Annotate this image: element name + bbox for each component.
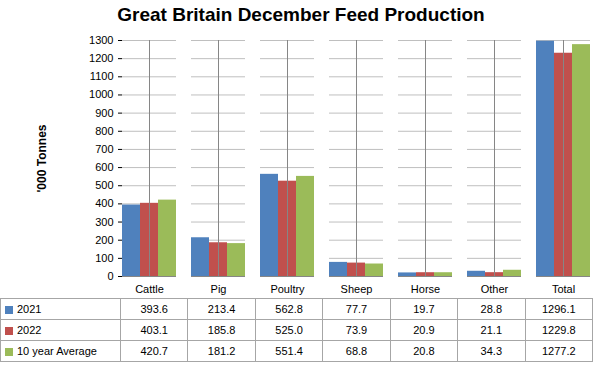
html-text:2022: 2022 <box>17 324 42 336</box>
html-text:181.2: 181.2 <box>207 345 236 357</box>
html-text:73.9: 73.9 <box>345 324 368 336</box>
html-text:1277.2: 1277.2 <box>541 345 576 357</box>
html-text:562.8: 562.8 <box>275 303 303 315</box>
svg-text:Sheep: Sheep <box>341 283 373 295</box>
html-text:393.6: 393.6 <box>140 303 168 315</box>
svg-text:Pig: Pig <box>211 283 227 295</box>
html-text:2021: 2021 <box>17 303 42 315</box>
svg-text:Other: Other <box>481 283 509 295</box>
svg-text:0: 0 <box>107 270 113 282</box>
html-text:185.8: 185.8 <box>207 324 236 336</box>
svg-text:Total: Total <box>552 283 575 295</box>
svg-text:300: 300 <box>95 216 113 228</box>
svg-text:1300: 1300 <box>89 34 113 46</box>
html-text:403.1: 403.1 <box>140 324 168 336</box>
html-text:21.1: 21.1 <box>480 324 502 336</box>
html-text:34.3: 34.3 <box>480 345 502 357</box>
svg-text:Cattle: Cattle <box>135 283 164 295</box>
html-text:Great Britain December Feed Pr: Great Britain December Feed Production <box>117 4 485 25</box>
html-text:1296.1: 1296.1 <box>541 303 576 315</box>
svg-text:200: 200 <box>95 234 113 246</box>
html-text:213.4: 213.4 <box>207 303 236 315</box>
svg-text:100: 100 <box>95 252 113 264</box>
svg-text:500: 500 <box>95 179 113 191</box>
svg-text:700: 700 <box>95 143 113 155</box>
svg-text:400: 400 <box>95 197 113 209</box>
svg-text:1200: 1200 <box>89 52 113 64</box>
html-text:20.8: 20.8 <box>413 345 435 357</box>
svg-text:Horse: Horse <box>411 283 440 295</box>
svg-text:900: 900 <box>95 107 113 119</box>
html-text:10 year Average: 10 year Average <box>17 345 97 357</box>
svg-text:800: 800 <box>95 125 113 137</box>
svg-text:Poultry: Poultry <box>270 283 305 295</box>
html-text:28.8: 28.8 <box>480 303 502 315</box>
svg-text:1000: 1000 <box>89 88 113 100</box>
svg-text:1100: 1100 <box>90 70 114 82</box>
html-text:551.4: 551.4 <box>275 345 303 357</box>
html-text:19.7: 19.7 <box>413 303 435 315</box>
html-text:1229.8: 1229.8 <box>541 324 576 336</box>
svg-text:'000 Tonnes: '000 Tonnes <box>35 124 49 192</box>
html-text:20.9: 20.9 <box>413 324 435 336</box>
html-text:77.7: 77.7 <box>345 303 368 315</box>
html-text:525.0: 525.0 <box>275 324 303 336</box>
html-text:68.8: 68.8 <box>345 345 368 357</box>
html-text:420.7: 420.7 <box>140 345 168 357</box>
svg-text:600: 600 <box>95 161 113 173</box>
